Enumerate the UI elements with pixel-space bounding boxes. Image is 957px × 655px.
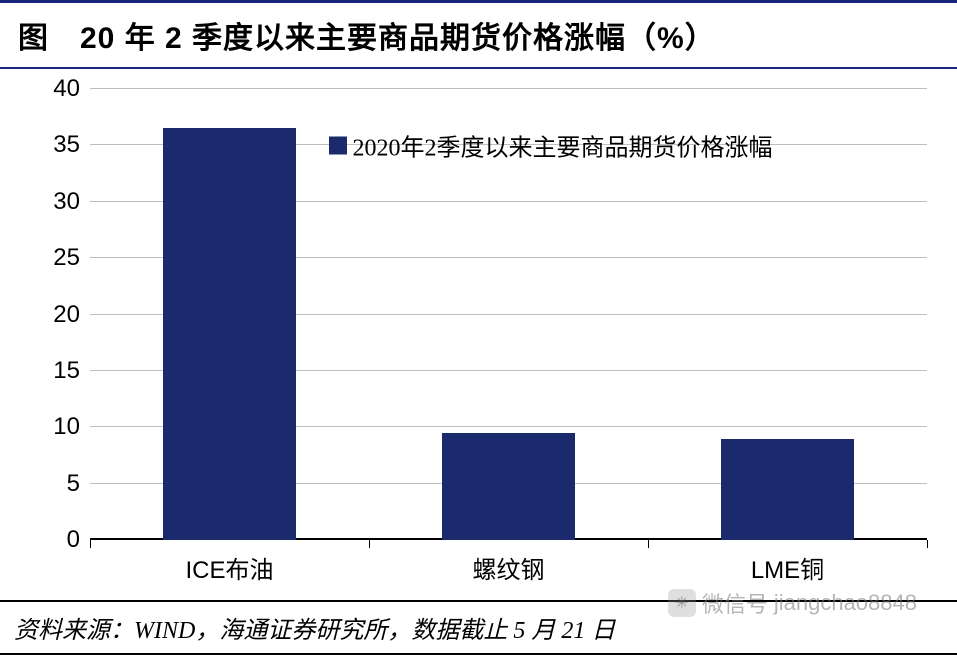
x-tick-label: ICE布油 <box>185 540 273 585</box>
chart-area: 0 5 10 15 20 25 30 35 40 ICE布油 螺纹钢 LME铜 2020年2季度以来主要… <box>0 69 957 600</box>
x-tick <box>369 540 370 548</box>
bar <box>442 433 576 540</box>
y-tick-label: 0 <box>67 526 90 554</box>
source-text: 资料来源：WIND，海通证券研究所，数据截止 5 月 21 日 <box>14 610 615 645</box>
chart-title: 图 20 年 2 季度以来主要商品期货价格涨幅（%） <box>18 13 939 57</box>
source-footer: 资料来源：WIND，海通证券研究所，数据截止 5 月 21 日 <box>0 600 957 655</box>
bar <box>163 128 297 540</box>
legend-swatch <box>329 136 347 154</box>
legend: 2020年2季度以来主要商品期货价格涨幅 <box>329 128 773 163</box>
bar <box>721 439 855 540</box>
y-tick-label: 5 <box>67 470 90 498</box>
grid-line <box>90 88 927 89</box>
title-bar: 图 20 年 2 季度以来主要商品期货价格涨幅（%） <box>0 0 957 69</box>
y-tick-label: 25 <box>53 244 90 272</box>
y-tick-label: 10 <box>53 413 90 441</box>
figure-container: 图 20 年 2 季度以来主要商品期货价格涨幅（%） 0 5 10 15 20 25 30 3… <box>0 0 957 655</box>
x-tick <box>927 540 928 548</box>
y-tick-label: 35 <box>53 131 90 159</box>
y-tick-label: 40 <box>53 75 90 103</box>
x-tick-label: LME铜 <box>751 540 824 585</box>
legend-label: 2020年2季度以来主要商品期货价格涨幅 <box>353 128 773 163</box>
x-tick <box>648 540 649 548</box>
y-tick-label: 30 <box>53 188 90 216</box>
x-tick <box>90 540 91 548</box>
y-tick-label: 20 <box>53 301 90 329</box>
y-tick-label: 15 <box>53 357 90 385</box>
plot-region: 0510152025303540ICE布油螺纹钢LME铜2020年2季度以来主要… <box>90 89 927 540</box>
x-tick-label: 螺纹钢 <box>473 540 545 585</box>
